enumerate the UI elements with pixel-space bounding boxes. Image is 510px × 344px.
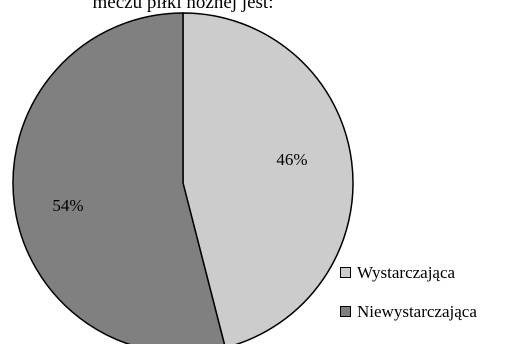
legend-label-wystarczajaca: Wystarczająca bbox=[357, 262, 456, 282]
legend-label-niewystarczajaca: Niewystarczająca bbox=[357, 301, 477, 321]
legend-swatch-niewystarczajaca bbox=[340, 306, 351, 317]
legend-item-niewystarczajaca: Niewystarczająca bbox=[340, 300, 508, 323]
pie-slice-niewystarczaj-ca bbox=[12, 12, 226, 344]
pie-slice-wystarczaj-ca bbox=[182, 12, 354, 344]
legend-item-wystarczajaca: Wystarczająca bbox=[340, 261, 508, 284]
slice-label-wystarczaj-ca: 46% bbox=[276, 150, 307, 169]
legend: Wystarczająca Niewystarczająca bbox=[340, 261, 508, 339]
legend-swatch-wystarczajaca bbox=[340, 267, 351, 278]
slice-label-niewystarczaj-ca: 54% bbox=[52, 196, 83, 215]
chart-title: meczu piłki nożnej jest: bbox=[92, 0, 274, 13]
